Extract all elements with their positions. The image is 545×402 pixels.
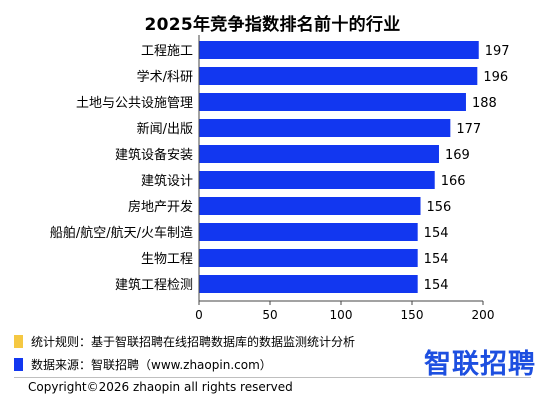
category-label: 船舶/航空/航天/火车制造 [50,225,193,241]
bar-6 [199,171,435,189]
data-source-text: 数据来源：智联招聘（www.zhaopin.com） [31,357,272,372]
data-label: 169 [445,148,470,163]
bar-2 [199,67,478,85]
x-tick-label: 100 [330,308,353,322]
source-swatch [14,357,23,371]
bar-1 [199,41,479,59]
bar-5 [199,145,439,163]
x-tick-label: 0 [195,308,203,322]
bar-3 [199,93,466,111]
rule-swatch [14,334,23,348]
x-tick-label: 150 [401,308,424,322]
statistics-rule-text: 统计规则：基于智联招聘在线招聘数据库的数据监测统计分析 [31,334,356,349]
category-label: 土地与公共设施管理 [76,96,193,111]
data-label: 154 [424,252,449,267]
bar-4 [199,119,451,137]
category-label: 新闻/出版 [137,121,193,137]
bar-10 [199,275,418,293]
statistics-rule-note: 统计规则：基于智联招聘在线招聘数据库的数据监测统计分析 [14,333,355,349]
footer-divider [14,377,531,378]
category-label: 生物工程 [141,252,193,267]
x-tick-label: 50 [262,308,277,322]
x-tick-label: 200 [472,308,495,322]
bar-8 [199,223,418,241]
category-label: 建筑设计 [141,173,193,189]
data-label: 156 [427,200,452,215]
category-label: 工程施工 [141,44,193,59]
category-label: 房地产开发 [128,199,193,215]
copyright-text: Copyright©2026 zhaopin all rights reserv… [28,380,293,394]
category-label: 建筑工程检测 [115,277,193,293]
zhaopin-logo: 智联招聘 [424,349,536,380]
category-label: 学术/科研 [137,69,193,85]
data-label: 166 [441,174,466,189]
data-label: 154 [424,226,449,241]
category-label: 建筑设备安装 [115,147,193,163]
bar-9 [199,249,418,267]
data-label: 154 [424,278,449,293]
bar-7 [199,197,421,215]
data-label: 197 [485,44,510,59]
data-label: 196 [483,70,508,85]
chart-title: 2025年竞争指数排名前十的行业 [144,15,401,35]
bar-chart: 工程施工 197 学术/科研 196 土地与公共设施管理 188 新闻/出版 177 建筑设备安… [50,35,510,322]
data-source-note: 数据来源：智联招聘（www.zhaopin.com） [14,356,272,372]
data-label: 188 [472,96,497,111]
data-label: 177 [456,122,481,137]
